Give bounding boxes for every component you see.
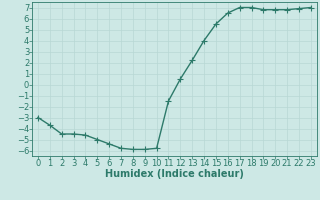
X-axis label: Humidex (Indice chaleur): Humidex (Indice chaleur) <box>105 169 244 179</box>
